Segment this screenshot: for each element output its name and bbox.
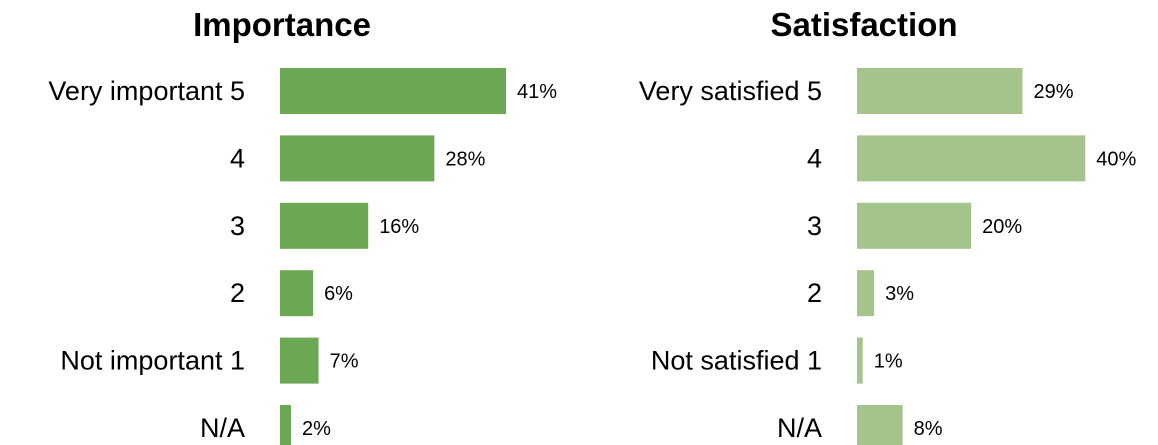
satisfaction-value-label: 8% — [914, 418, 943, 440]
importance-value-label: 2% — [302, 418, 331, 440]
satisfaction-value-label: 20% — [982, 216, 1022, 238]
satisfaction-bar — [857, 135, 1086, 182]
importance-category-label: 4 — [230, 143, 245, 173]
satisfaction-value-label: 1% — [874, 351, 903, 373]
satisfaction-category-label: 2 — [807, 278, 822, 308]
satisfaction-bar — [857, 337, 863, 384]
satisfaction-category-label: N/A — [777, 413, 822, 443]
satisfaction-bar — [857, 270, 875, 317]
satisfaction-category-label: Not satisfied 1 — [651, 346, 822, 376]
importance-title: Importance — [193, 6, 371, 43]
importance-value-label: 6% — [324, 283, 353, 305]
importance-bar — [280, 337, 319, 384]
satisfaction-category-label: 4 — [807, 143, 822, 173]
importance-bar — [280, 135, 435, 182]
satisfaction-value-label: 40% — [1096, 148, 1136, 170]
satisfaction-value-label: 29% — [1034, 81, 1074, 103]
importance-value-label: 28% — [445, 148, 485, 170]
satisfaction-bar — [857, 68, 1023, 114]
importance-bar — [280, 405, 292, 445]
satisfaction-bar — [857, 202, 972, 249]
satisfaction-bar — [857, 405, 903, 445]
satisfaction-title: Satisfaction — [770, 6, 957, 43]
satisfaction-chart: Satisfaction Very satisfied 5 29% 4 40% 3 20%… — [639, 6, 1137, 445]
importance-bar — [280, 270, 314, 317]
importance-category-label: Not important 1 — [60, 346, 245, 376]
importance-value-label: 16% — [379, 216, 419, 238]
satisfaction-category-label: 3 — [807, 211, 822, 241]
importance-chart: Importance Very important 5 41% 4 28% 3 16% 2 6… — [48, 6, 557, 445]
importance-category-label: 3 — [230, 211, 245, 241]
importance-category-label: N/A — [200, 413, 245, 443]
importance-value-label: 41% — [517, 81, 557, 103]
importance-category-label: 2 — [230, 278, 245, 308]
importance-bar — [280, 202, 369, 249]
satisfaction-value-label: 3% — [885, 283, 914, 305]
importance-value-label: 7% — [330, 351, 359, 373]
importance-bar — [280, 68, 506, 114]
importance-category-label: Very important 5 — [48, 76, 245, 106]
satisfaction-category-label: Very satisfied 5 — [639, 76, 822, 106]
